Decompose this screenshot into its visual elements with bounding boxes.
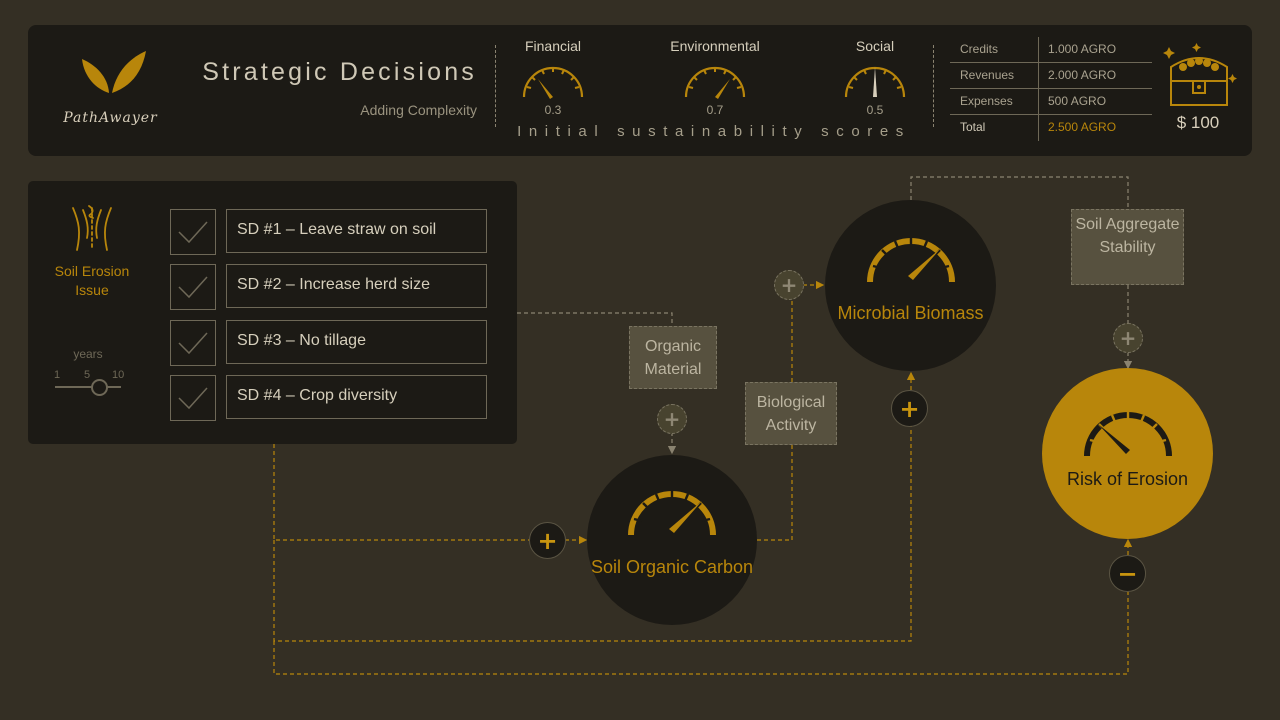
scores-caption: Initial sustainability scores [517,123,911,140]
decision-checkbox[interactable] [170,209,216,255]
brand-name: PathAwayer [63,110,158,126]
gauge-value: 0.3 [544,103,562,117]
ledger-row: Revenues 2.000 AGRO [950,63,1152,89]
gauge-social: Social 0.5 [805,37,945,122]
node-microbial-biomass[interactable]: Microbial Biomass [825,200,996,371]
checkmark-icon [178,276,208,299]
gauge-label: Social [855,38,895,54]
ledger-label: Credits [960,42,999,56]
ledger-row-total: Total 2.500 AGRO [950,115,1152,140]
ledger-value: 2.500 AGRO [1048,120,1117,134]
decision-item[interactable]: SD #4 – Crop diversity [226,375,487,419]
plus-operator-icon[interactable]: + [657,404,687,434]
page-title: Strategic Decisions [202,58,477,86]
node-label: Soil Organic Carbon [590,557,754,577]
issue-label: Soil Erosion Issue [54,263,130,298]
balance-amount: $ 100 [1176,113,1220,132]
ledger-label: Total [960,120,986,134]
soil-erosion-icon [72,205,112,251]
decision-checkbox[interactable] [170,375,216,421]
node-risk-of-erosion[interactable]: Risk of Erosion [1042,368,1213,539]
ledger-row: Credits 1.000 AGRO [950,37,1152,63]
leaf-logo-icon [82,51,146,93]
treasure-chest-icon[interactable] [1161,41,1239,111]
page-subtitle: Adding Complexity [360,102,477,118]
ledger-label: Revenues [960,68,1015,82]
speedometer-icon [867,238,955,283]
factor-soil-aggregate-stability[interactable]: Soil Aggregate Stability [1071,209,1184,285]
ledger-label: Expenses [960,94,1013,108]
ledger-value: 500 AGRO [1048,94,1107,108]
minus-operator-icon[interactable]: − [1109,555,1146,592]
plus-operator-icon[interactable]: + [891,390,928,427]
node-soil-organic-carbon[interactable]: Soil Organic Carbon [587,455,757,625]
ledger-divider [1038,37,1039,141]
decision-checkbox[interactable] [170,320,216,366]
year-tick: 1 [54,369,61,381]
decision-item[interactable]: SD #3 – No tillage [226,320,487,364]
gauge-value: 0.7 [706,103,724,117]
checkmark-icon [178,221,208,244]
factor-organic-material[interactable]: Organic Material [629,326,717,389]
node-label: Risk of Erosion [1066,469,1189,489]
speedometer-icon [628,491,716,536]
header-divider [933,45,934,127]
factor-biological-activity[interactable]: Biological Activity [745,382,837,445]
header-bar: PathAwayer Strategic Decisions Adding Co… [28,25,1252,156]
ledger-value: 1.000 AGRO [1048,42,1117,56]
slider-thumb[interactable] [91,379,108,396]
decision-checkbox[interactable] [170,264,216,310]
gauge-label: Environmental [670,38,760,54]
ledger-value: 2.000 AGRO [1048,68,1117,82]
year-tick: 5 [84,369,91,381]
header-divider [495,45,496,127]
node-label: Microbial Biomass [837,303,984,323]
gauge-financial: Financial 0.3 [483,37,623,122]
gauge-label: Financial [524,38,582,54]
speedometer-icon [684,66,746,99]
year-tick: 10 [112,369,125,381]
speedometer-icon [522,66,584,99]
decision-item[interactable]: SD #2 – Increase herd size [226,264,487,308]
years-slider[interactable]: 1 5 10 [54,367,124,397]
gauge-value: 0.5 [866,103,884,117]
plus-operator-icon[interactable]: + [774,270,804,300]
decision-item[interactable]: SD #1 – Leave straw on soil [226,209,487,253]
years-label: years [73,347,103,361]
speedometer-icon [844,66,906,98]
checkmark-icon [178,387,208,410]
plus-operator-icon[interactable]: + [1113,323,1143,353]
checkmark-icon [178,332,208,355]
gauge-environmental: Environmental 0.7 [645,37,785,122]
speedometer-icon [1084,412,1172,457]
ledger-table: Credits 1.000 AGRO Revenues 2.000 AGRO E… [950,37,1152,142]
slider-track [55,386,121,388]
ledger-row: Expenses 500 AGRO [950,89,1152,115]
decisions-panel: Soil Erosion Issue years 1 5 10 SD #1 – … [28,181,517,444]
plus-operator-icon[interactable]: + [529,522,566,559]
